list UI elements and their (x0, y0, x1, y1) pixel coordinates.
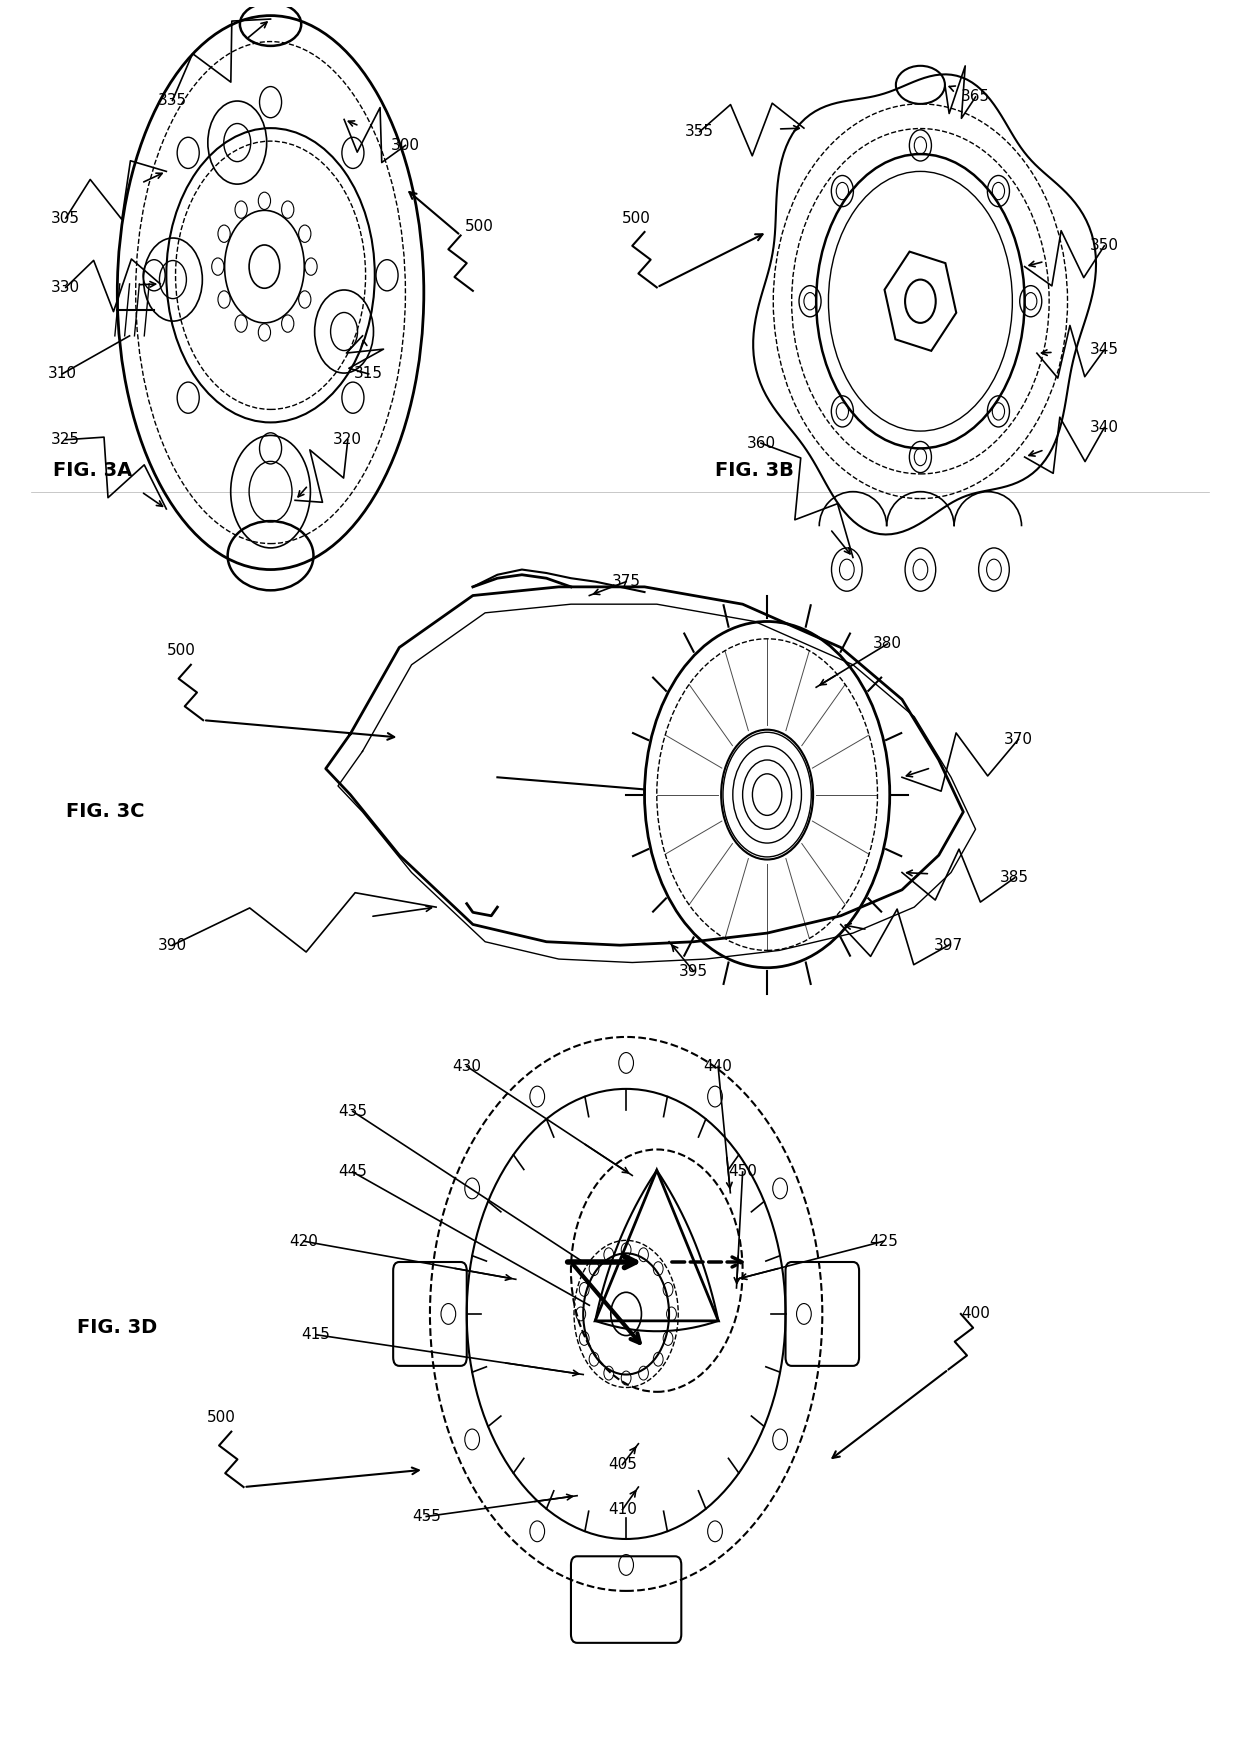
Text: 405: 405 (608, 1457, 637, 1473)
Text: 450: 450 (728, 1164, 758, 1180)
Text: 445: 445 (339, 1164, 367, 1180)
Text: 360: 360 (746, 436, 775, 450)
Text: 320: 320 (334, 433, 362, 447)
Text: 500: 500 (621, 211, 650, 225)
Text: 395: 395 (680, 963, 708, 979)
Text: 350: 350 (1090, 239, 1118, 253)
Text: 440: 440 (703, 1059, 733, 1073)
Text: 315: 315 (355, 366, 383, 382)
Text: 385: 385 (1001, 871, 1029, 885)
Text: FIG. 3D: FIG. 3D (77, 1317, 157, 1337)
Text: FIG. 3B: FIG. 3B (715, 461, 795, 480)
Text: 435: 435 (339, 1105, 367, 1119)
Text: 345: 345 (1090, 342, 1118, 358)
Text: 380: 380 (873, 637, 901, 651)
Text: 397: 397 (934, 937, 963, 953)
Text: 300: 300 (391, 138, 420, 154)
Text: 410: 410 (608, 1502, 637, 1516)
Text: 500: 500 (166, 644, 196, 658)
Text: 375: 375 (611, 574, 641, 590)
Text: 455: 455 (412, 1509, 440, 1523)
Text: 415: 415 (301, 1328, 330, 1342)
Text: 310: 310 (47, 366, 77, 382)
Text: FIG. 3A: FIG. 3A (53, 461, 133, 480)
Text: 325: 325 (51, 433, 81, 447)
Text: 390: 390 (157, 937, 187, 953)
Text: 400: 400 (961, 1307, 990, 1321)
Text: 370: 370 (1004, 731, 1033, 747)
Text: 500: 500 (465, 220, 494, 234)
Text: 500: 500 (207, 1410, 236, 1426)
Text: 340: 340 (1090, 421, 1118, 435)
Text: 355: 355 (686, 124, 714, 140)
Text: 425: 425 (869, 1234, 898, 1249)
Text: 365: 365 (961, 89, 990, 105)
Text: 430: 430 (453, 1059, 481, 1073)
Text: 420: 420 (289, 1234, 319, 1249)
Text: 330: 330 (51, 279, 81, 295)
Text: 305: 305 (51, 211, 81, 225)
Text: FIG. 3C: FIG. 3C (66, 803, 144, 822)
Text: 335: 335 (157, 92, 187, 108)
